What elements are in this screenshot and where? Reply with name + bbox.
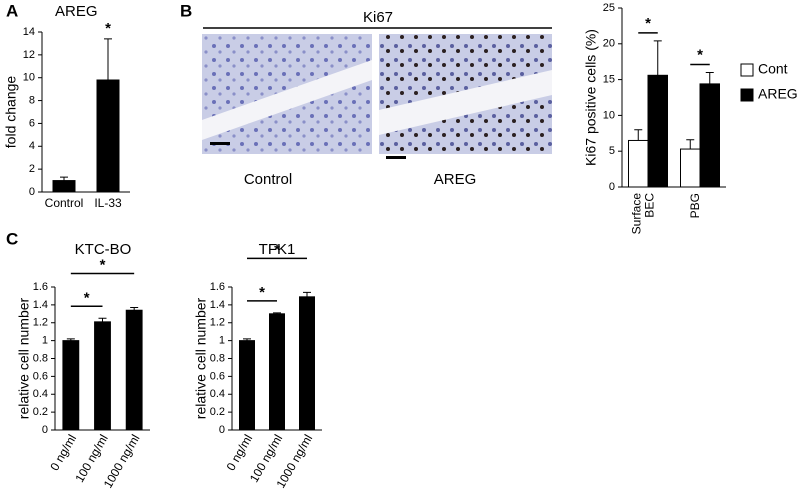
bar: [269, 313, 285, 431]
legend-label: Cont: [758, 61, 788, 77]
bar: [96, 79, 120, 193]
y-tick-label: 8: [29, 94, 35, 106]
y-tick-label: 0.4: [210, 388, 225, 400]
y-tick-label: 0.2: [210, 406, 225, 418]
y-tick-label: 14: [23, 26, 35, 38]
scale-bar: [386, 156, 406, 159]
chart-title: AREG: [55, 3, 98, 20]
y-tick-label: 0.8: [33, 352, 48, 364]
bar: [94, 321, 111, 431]
y-tick-label: 20: [603, 38, 615, 50]
y-tick-label: 1.2: [210, 317, 225, 329]
x-tick-label: 0 ng/ml: [224, 432, 256, 473]
scale-bar: [210, 142, 230, 145]
y-tick-label: 1.6: [33, 281, 48, 293]
error-bar: [653, 40, 662, 76]
y-tick-label: 0.4: [33, 388, 48, 400]
bar: [52, 180, 76, 193]
y-tick-label: 15: [603, 74, 615, 86]
y-tick-label: 1.2: [33, 317, 48, 329]
significance: *: [645, 15, 651, 32]
y-tick-label: 0.6: [210, 370, 225, 382]
significance: *: [100, 257, 106, 274]
significance: *: [697, 46, 703, 63]
y-tick-label: 12: [23, 49, 35, 61]
y-tick-label: 6: [29, 117, 35, 129]
bar: [299, 296, 315, 431]
panel-label: C: [6, 229, 18, 248]
bar: [125, 309, 143, 431]
y-axis-label: relative cell number: [193, 297, 209, 419]
x-tick-label: Control: [45, 196, 84, 210]
error-bar: [60, 176, 68, 181]
y-tick-label: 0.8: [210, 352, 225, 364]
y-tick-label: 5: [609, 145, 615, 157]
x-tick-label: IL-33: [94, 196, 122, 210]
error-bar: [303, 291, 311, 297]
x-tick-label: 0 ng/ml: [47, 432, 79, 473]
x-tick-label: PBG: [688, 193, 702, 218]
panel-label: A: [6, 1, 18, 20]
error-bar: [686, 139, 695, 150]
bar: [680, 148, 701, 188]
lumen: [202, 60, 372, 140]
error-bar: [273, 312, 281, 314]
chart-title: TFK1: [259, 241, 296, 258]
significance: *: [259, 284, 265, 301]
significance: *: [105, 20, 111, 37]
error-bar: [243, 338, 251, 341]
error-bar: [98, 317, 107, 322]
error-bar: [705, 71, 714, 84]
error-bar: [104, 38, 112, 80]
bar: [699, 83, 720, 188]
y-tick-label: 10: [603, 109, 615, 121]
legend-swatch: [740, 63, 754, 77]
y-tick-label: 1.6: [210, 281, 225, 293]
error-bar: [66, 338, 75, 341]
y-tick-label: 1: [42, 335, 48, 347]
y-tick-label: 0.6: [33, 370, 48, 382]
chart-title: KTC-BO: [75, 241, 132, 258]
x-tick-label: SurfaceBEC: [630, 193, 657, 235]
y-tick-label: 1.4: [210, 299, 225, 311]
y-tick-label: 10: [23, 72, 35, 84]
significance: *: [84, 289, 90, 306]
image-caption: AREG: [434, 171, 477, 188]
y-tick-label: 1.4: [33, 299, 48, 311]
bar: [62, 340, 80, 431]
y-tick-label: 0: [42, 424, 48, 436]
y-tick-label: 1: [219, 335, 225, 347]
y-axis-label: fold change: [3, 76, 19, 149]
y-tick-label: 0: [609, 181, 615, 193]
panel-label: B: [180, 1, 192, 20]
bar: [647, 74, 668, 188]
image-caption: Control: [244, 171, 292, 188]
significance: *: [274, 241, 280, 258]
error-bar: [130, 307, 139, 311]
y-tick-label: 0.2: [33, 406, 48, 418]
bar: [239, 340, 255, 431]
y-tick-label: 4: [29, 140, 35, 152]
y-axis-label: Ki67 positive cells (%): [583, 29, 599, 166]
y-tick-label: 0: [29, 186, 35, 198]
bar: [628, 139, 649, 188]
legend-label: AREG: [758, 86, 798, 102]
y-tick-label: 0: [219, 424, 225, 436]
error-bar: [634, 129, 643, 141]
image-title: Ki67: [363, 9, 393, 26]
y-tick-label: 2: [29, 163, 35, 175]
legend-swatch: [740, 88, 754, 102]
y-tick-label: 25: [603, 2, 615, 14]
lumen: [379, 70, 552, 135]
y-axis-label: relative cell number: [16, 297, 32, 419]
